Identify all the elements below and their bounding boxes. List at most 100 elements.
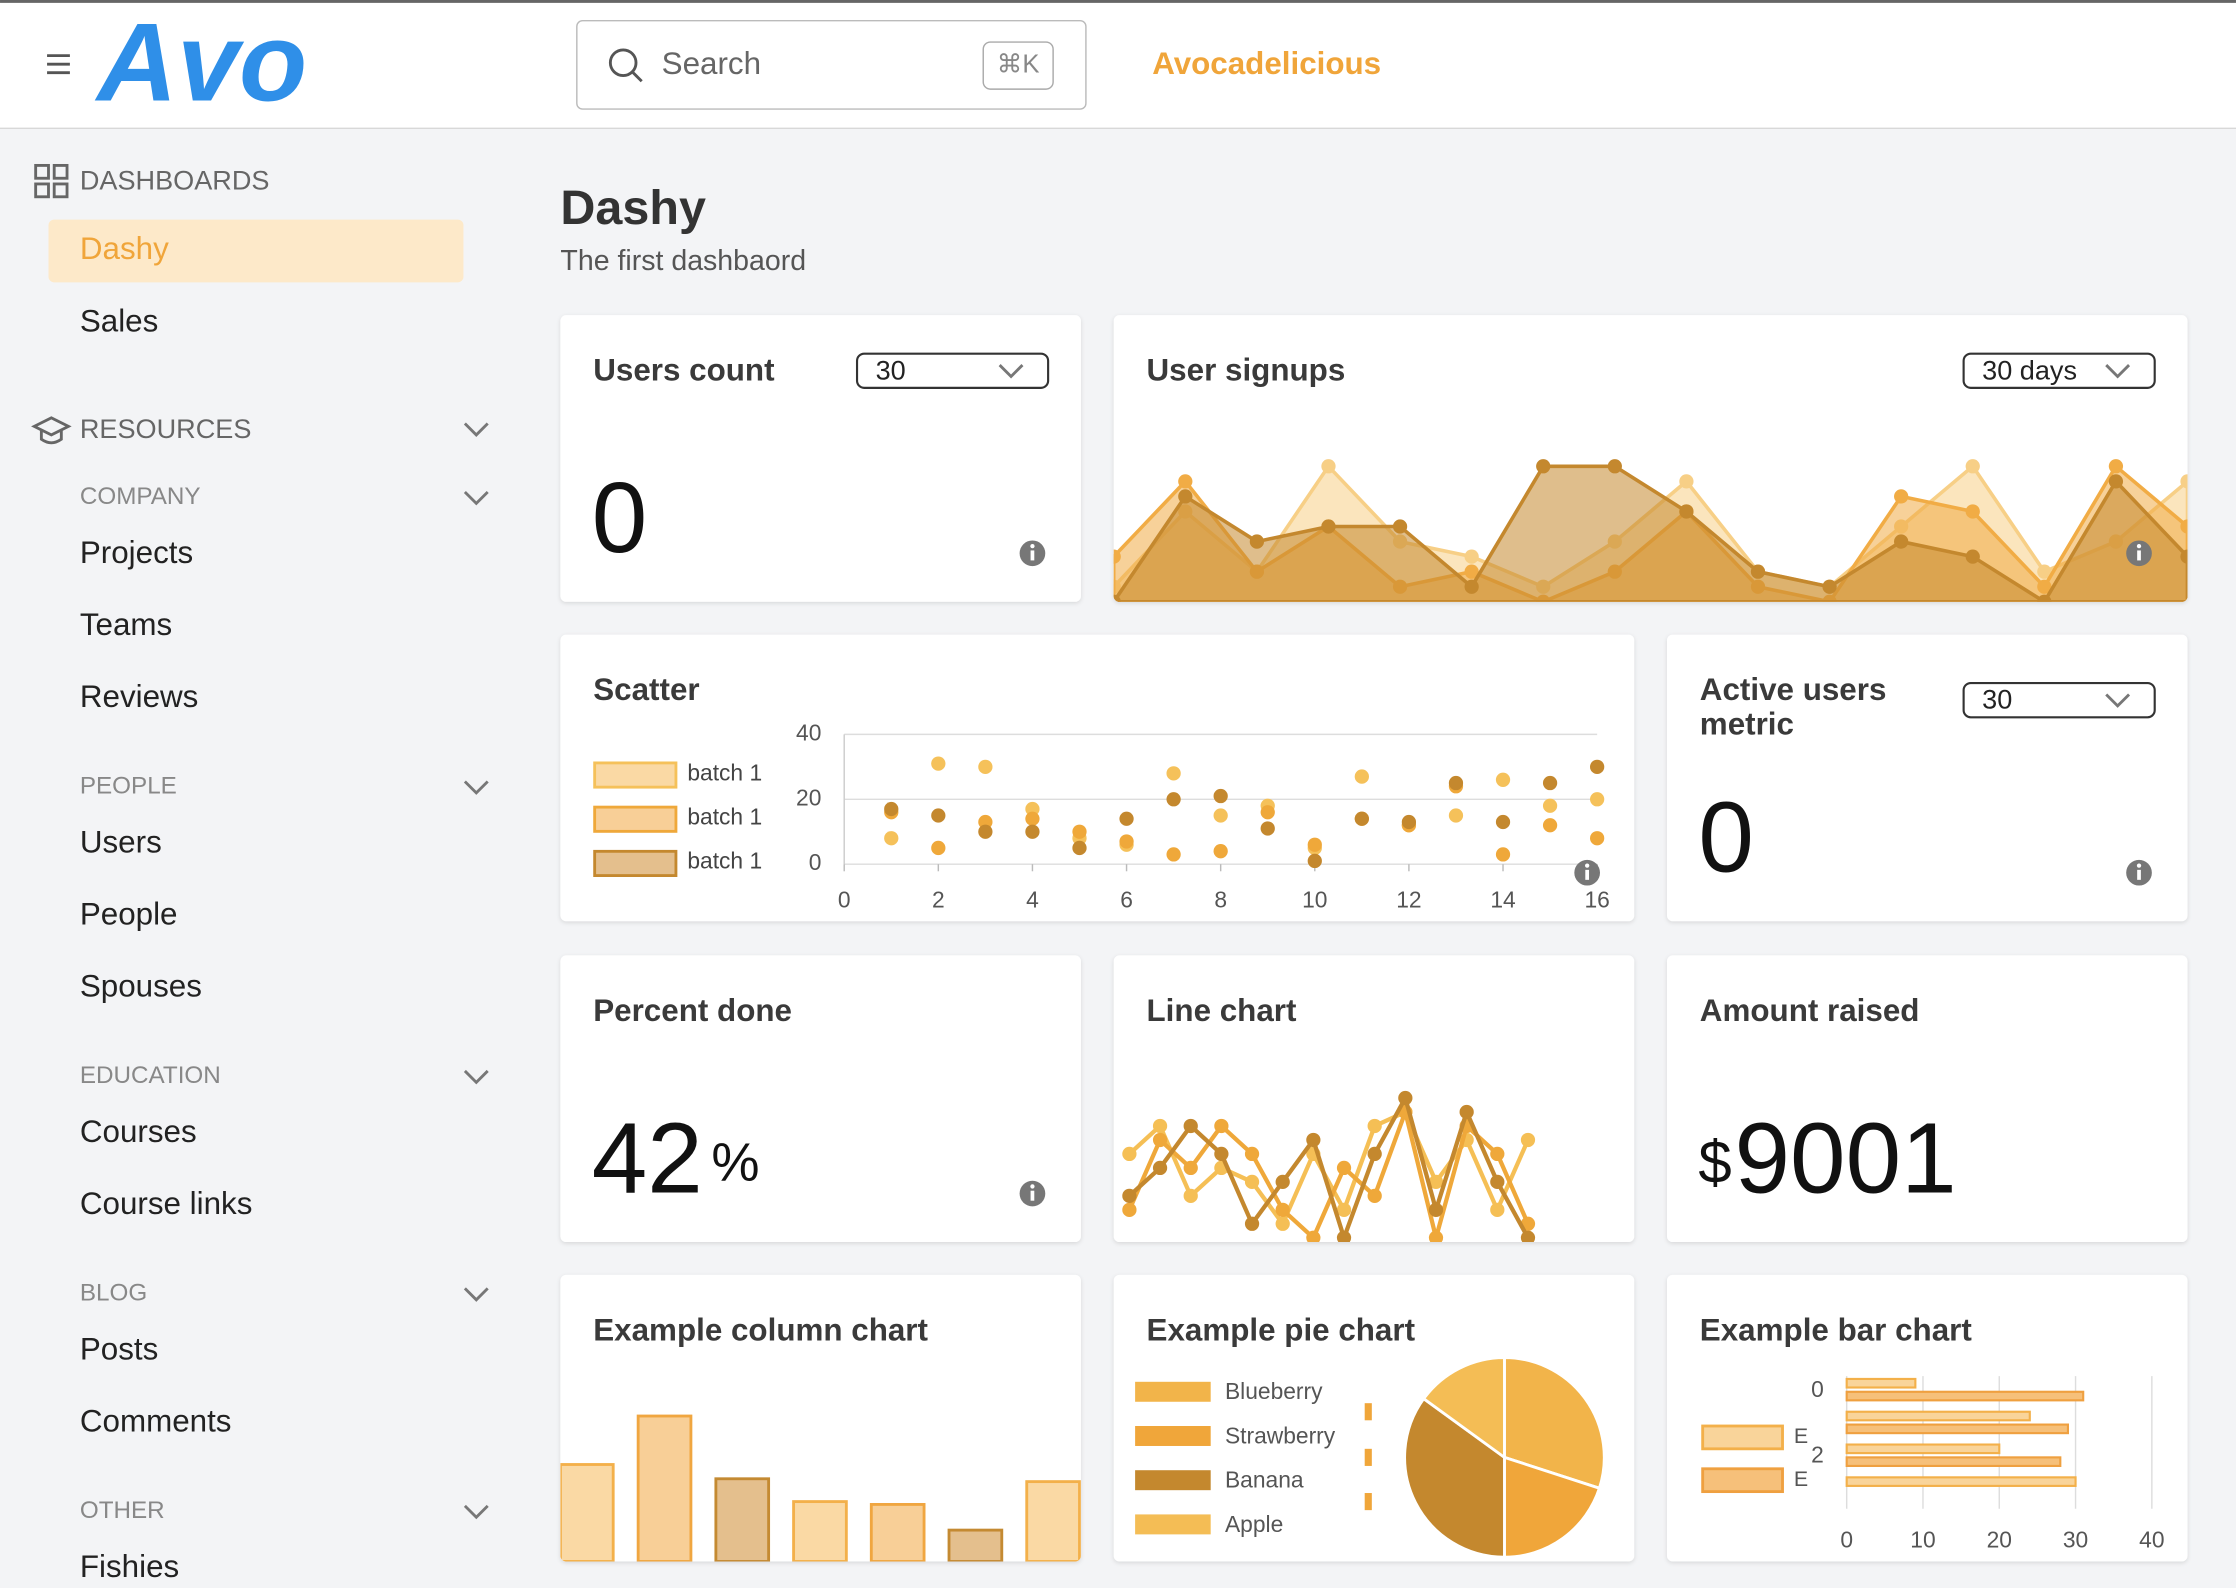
card-content: Example bar chart 0 10 20 30 40 0 2EE (1700, 1313, 2165, 1552)
select-chevron[interactable] (2105, 693, 2131, 708)
metric: 42% (592, 1104, 760, 1215)
resources-icon (31, 416, 72, 445)
card-content: Scatter 0 20 40 0 2 4 6 8 10 12 14 16 batch 1 batch 1 b… (593, 673, 1610, 912)
legend-pager (1364, 1448, 1372, 1466)
point (978, 824, 993, 839)
point (1490, 1202, 1505, 1217)
select[interactable] (1962, 681, 2156, 719)
nav-item[interactable]: Posts (80, 1331, 158, 1366)
select-value[interactable]: 30 (1982, 684, 2012, 715)
y-tick-label: 40 (796, 719, 821, 745)
select-chevron[interactable] (2105, 364, 2131, 379)
point (1306, 1132, 1321, 1148)
shortcut-badge (982, 41, 1054, 90)
x-tick-label: 12 (1396, 886, 1421, 912)
search-box[interactable] (576, 19, 1087, 110)
pie-slice (1421, 1356, 1506, 1461)
nav-item[interactable]: People (80, 896, 178, 931)
point (1679, 474, 1694, 489)
point (1495, 847, 1511, 862)
nav-item[interactable]: Dashy (80, 231, 169, 266)
point (1152, 1160, 1168, 1176)
point (1590, 831, 1605, 846)
y-tick-label: 0 (1811, 1376, 1824, 1402)
bar (1845, 1443, 2001, 1455)
nav-item[interactable]: Sales (80, 303, 158, 338)
card (560, 634, 1635, 922)
metric-value: 42 (592, 1104, 703, 1215)
legend-swatch (593, 849, 678, 877)
legend-swatch (1135, 1381, 1211, 1402)
point (1072, 824, 1087, 839)
legend-label: batch 1 (687, 759, 762, 785)
line (1127, 1104, 1530, 1243)
point (1122, 1146, 1137, 1162)
logo[interactable]: Avo (94, 0, 307, 125)
card-title-box: Line chart (1147, 994, 1297, 1028)
x-tick-label: 8 (1214, 886, 1227, 912)
point (1321, 459, 1336, 474)
collapse-icon[interactable] (463, 490, 489, 506)
nav-item[interactable]: Courses (80, 1114, 197, 1149)
info-icon (1585, 869, 1590, 880)
menu-button[interactable] (47, 54, 70, 75)
select-value[interactable]: 30 days (1982, 354, 2077, 385)
point (1459, 1104, 1474, 1120)
card-title: Example pie chart (1146, 1313, 1416, 1348)
nav-item[interactable]: Reviews (80, 679, 199, 714)
select[interactable] (1962, 352, 2156, 389)
legend-swatch (1135, 1426, 1211, 1446)
group-title: BLOG (80, 1280, 147, 1307)
select[interactable] (855, 352, 1050, 389)
point (1122, 1202, 1137, 1217)
collapse-icon[interactable] (463, 1504, 489, 1520)
card-content: Active users metric 30 0 (1698, 673, 2156, 894)
nav-item[interactable]: Fishies (80, 1549, 179, 1584)
bar (1845, 1390, 2085, 1402)
point (2108, 459, 2124, 474)
group-title: OTHER (80, 1497, 165, 1524)
x-tick-label: 0 (838, 886, 851, 912)
x-tick-label: 30 (2063, 1527, 2088, 1553)
shortcut: ⌘K (997, 50, 1040, 78)
bar (1845, 1423, 2070, 1435)
collapse-icon[interactable] (463, 1069, 489, 1085)
point (1401, 814, 1417, 830)
x-tick-label: 14 (1490, 886, 1516, 912)
collapse-icon[interactable] (463, 1287, 489, 1302)
point (1183, 1118, 1198, 1134)
group-title: EDUCATION (80, 1062, 221, 1089)
y-tick-label: 20 (796, 784, 821, 810)
column (714, 1477, 771, 1562)
app-name[interactable]: Avocadelicious (1152, 46, 1381, 81)
legend-label: Strawberry (1225, 1422, 1336, 1448)
point (1306, 1230, 1321, 1243)
point (1367, 1188, 1382, 1203)
area (1113, 464, 2188, 602)
legend-label: batch 1 (687, 804, 762, 830)
nav-item[interactable]: Spouses (80, 969, 202, 1004)
info-icon (1030, 550, 1035, 561)
point (2037, 564, 2052, 579)
point (1025, 824, 1040, 839)
point (2180, 474, 2188, 489)
nav-item[interactable]: Users (80, 824, 162, 859)
x-tick-label: 10 (1910, 1527, 1935, 1553)
metric-value: 9001 (1735, 1104, 1957, 1215)
nav-item[interactable]: Comments (80, 1403, 232, 1438)
card-title-box: Active users metric (1700, 673, 1887, 741)
y-tick-label: 2 (1811, 1442, 1824, 1468)
nav-item[interactable]: Course links (80, 1186, 253, 1221)
group-title: PEOPLE (80, 773, 177, 800)
legend-label: E (1794, 1424, 1808, 1448)
point (1166, 792, 1181, 807)
collapse-icon[interactable] (463, 780, 489, 795)
collapse-icon[interactable] (463, 422, 489, 437)
point (1448, 775, 1464, 791)
point (1965, 504, 1980, 519)
select-value[interactable]: 30 (876, 354, 906, 385)
card-title: Example bar chart (1699, 1313, 1972, 1348)
nav-item[interactable]: Teams (80, 607, 172, 642)
nav-item[interactable]: Projects (80, 535, 193, 570)
select-chevron[interactable] (998, 364, 1024, 379)
